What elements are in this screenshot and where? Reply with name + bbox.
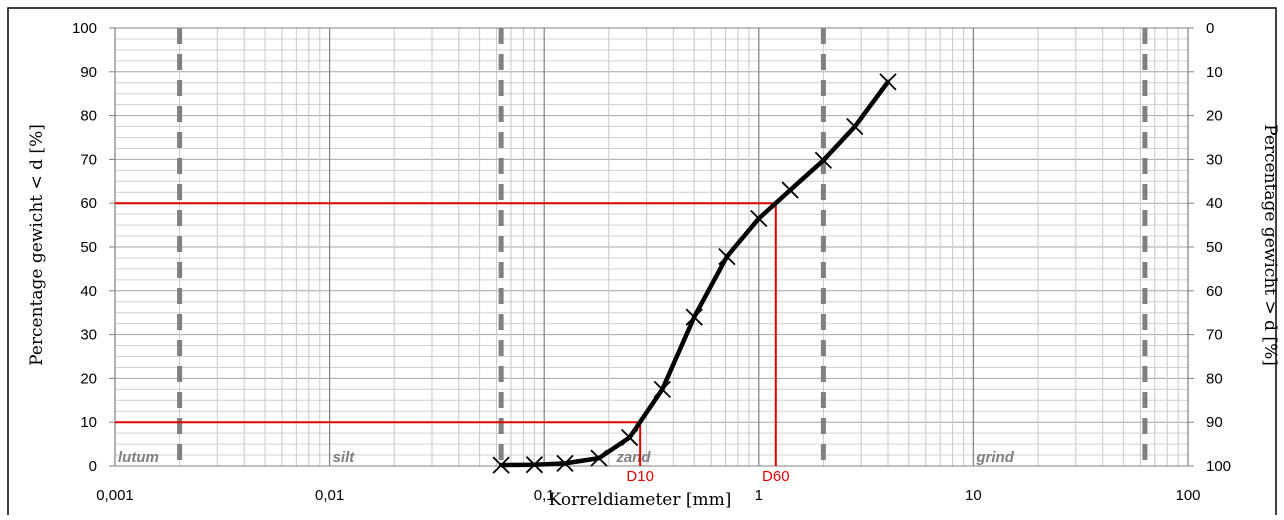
series [492,73,897,474]
y-tick-label: 10 [80,414,97,431]
y-tick-label: 40 [80,283,97,300]
data-point-marker [590,449,608,467]
y-tick-label: 20 [80,370,97,387]
grid [114,27,1189,467]
data-point-marker [718,247,736,266]
marker-stroke [556,454,574,473]
marker-stroke [718,247,736,266]
y2-tick-label: 0 [1206,20,1214,37]
marker-stroke [846,117,864,136]
data-point-marker [556,454,574,473]
y2-tick-label: 40 [1206,195,1223,212]
y2-tick-label: 100 [1206,458,1231,475]
y2-tick-label: 80 [1206,370,1223,387]
marker-stroke [879,73,897,91]
data-point-marker [685,308,703,326]
marker-stroke [620,428,639,447]
x-tick-label: 1 [755,487,763,504]
y2-tick-label: 10 [1206,64,1223,81]
data-point-marker [846,117,864,136]
marker-stroke [653,380,671,398]
zone-label-silt: silt [333,449,356,466]
zone-label-lutum: lutum [118,449,159,466]
reference-lines: D10 D60 [115,202,790,485]
reference-label-D60: D60 [762,468,790,485]
y2-tick-label: 70 [1206,327,1223,344]
reference-label-D10: D10 [626,468,654,485]
y-tick-label: 100 [72,20,97,37]
y-axis-title: Percentage gewicht < d [%] [27,124,47,366]
y2-tick-label: 20 [1206,108,1223,125]
y2-axis-title: Percentage gewicht > d [%] [1260,124,1280,366]
data-point-marker [492,456,510,474]
y2-tick-label: 90 [1206,414,1223,431]
y2-tick-label: 30 [1206,151,1223,168]
data-point-marker [879,73,897,91]
y2-tick-label: 50 [1206,239,1223,256]
data-point-marker [750,209,768,228]
data-point-marker [525,456,544,474]
y-tick-label: 80 [80,108,97,125]
zone-label-grind: grind [975,449,1014,466]
marker-stroke [781,181,799,199]
x-tick-label: 100 [1175,487,1200,504]
data-point-marker [781,181,799,199]
zone-labels: lutum silt zand grind [118,449,1015,466]
y-tick-label: 0 [89,458,97,475]
x-tick-label: 10 [965,487,982,504]
chart-border [7,7,1277,520]
data-point-marker [814,151,833,169]
zone-label-zand: zand [615,449,651,466]
y-tick-label: 90 [80,64,97,81]
x-tick-label: 0,01 [315,487,344,504]
y-tick-label: 50 [80,239,97,256]
marker-stroke [492,456,510,474]
y-tick-label: 60 [80,195,97,212]
y-tick-label: 70 [80,151,97,168]
marker-stroke [750,209,768,228]
data-point-marker [653,380,671,398]
fraction-boundaries [177,28,1148,466]
x-tick-label: 0,1 [534,487,555,504]
y2-tick-label: 60 [1206,283,1223,300]
y-tick-label: 30 [80,327,97,344]
marker-stroke [814,151,833,169]
marker-stroke [590,449,608,467]
data-point-marker [620,428,639,447]
marker-stroke [525,456,544,474]
marker-stroke [685,308,703,326]
x-axis-title: Korreldiameter [mm] [549,490,732,510]
x-tick-label: 0,001 [96,487,134,504]
